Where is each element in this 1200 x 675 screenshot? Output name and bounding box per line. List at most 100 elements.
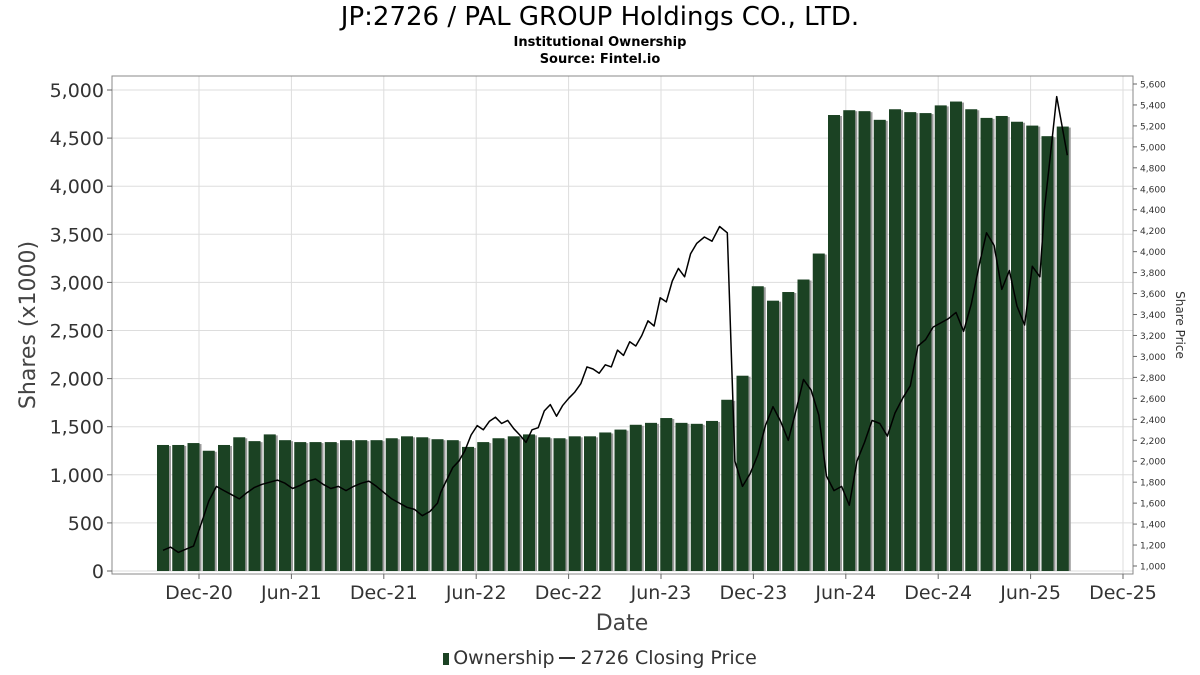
y2-tick-label: 3,000: [1140, 353, 1166, 363]
x-tick-label: Dec-23: [719, 582, 787, 604]
y2-tick-label: 2,800: [1140, 374, 1166, 384]
y2-tick-label: 2,600: [1140, 395, 1166, 405]
ownership-bar: [828, 115, 840, 572]
ownership-bar: [629, 424, 642, 571]
y2-tick-label: 5,400: [1140, 101, 1166, 111]
y2-tick-label: 2,400: [1140, 416, 1166, 426]
legend-ownership-label: Ownership: [453, 647, 555, 669]
y-tick-label: 4,500: [50, 128, 104, 150]
x-tick-label: Dec-22: [535, 582, 603, 604]
ownership-bar: [904, 112, 917, 571]
y-axis: 0 500 1,000 1,500 2,000 2,500 3,000 3,500 4,000 4…: [50, 80, 112, 583]
ownership-bar: [1011, 121, 1023, 571]
ownership-bar: [675, 422, 688, 571]
chart-source: Source: Fintel.io: [539, 52, 661, 67]
ownership-bar: [233, 437, 246, 571]
y2-tick-label: 2,200: [1140, 437, 1166, 447]
y2-tick-label: 1,800: [1140, 479, 1166, 489]
ownership-bar: [873, 119, 886, 572]
ownership-bar: [263, 434, 276, 571]
ownership-bar: [507, 436, 520, 571]
y2-tick-label: 2,000: [1140, 458, 1166, 468]
y2-tick-label: 3,400: [1140, 311, 1166, 321]
ownership-bar: [492, 438, 505, 571]
y2-tick-label: 4,600: [1140, 185, 1166, 195]
ownership-bar: [751, 286, 764, 571]
ownership-bar: [309, 442, 322, 571]
ownership-bar: [446, 440, 459, 571]
x-axis: Dec-20 Jun-21 Dec-21 Jun-22 Dec-22 Jun-23 Dec-…: [165, 574, 1157, 604]
ownership-bar: [980, 117, 993, 571]
x-tick-label: Dec-21: [350, 582, 418, 604]
legend-price-label: 2726 Closing Price: [580, 647, 757, 669]
ownership-bar: [172, 444, 185, 571]
y-tick-label: 1,500: [50, 417, 104, 439]
y-axis-label: Shares (x1000): [16, 241, 41, 409]
ownership-bar: [218, 444, 230, 571]
ownership-bar: [736, 375, 749, 571]
ownership-bar: [995, 115, 1008, 571]
y2-tick-label: 4,000: [1140, 248, 1166, 258]
x-tick-label: Jun-22: [445, 582, 507, 604]
ownership-bar: [187, 443, 200, 571]
y2-tick-label: 1,000: [1140, 563, 1166, 573]
ownership-bar: [706, 420, 718, 571]
ownership-bar: [950, 101, 962, 571]
x-axis-label: Date: [596, 611, 649, 636]
y2-tick-label: 3,200: [1140, 332, 1166, 342]
y-tick-label: 3,500: [50, 224, 104, 246]
ownership-bar: [690, 423, 703, 571]
y2-tick-label: 1,600: [1140, 500, 1166, 510]
ownership-bar: [355, 440, 368, 571]
ownership-bar: [1056, 126, 1069, 571]
x-tick-label: Dec-24: [904, 582, 972, 604]
ownership-bar: [324, 442, 337, 571]
ownership-bar: [645, 422, 657, 571]
ownership-bar: [279, 440, 291, 571]
y2-tick-label: 3,600: [1140, 290, 1166, 300]
legend-ownership-swatch: [443, 653, 450, 665]
ownership-bar: [523, 434, 535, 571]
y-tick-label: 0: [92, 561, 104, 583]
ownership-bar: [370, 440, 383, 571]
ownership-bar: [553, 438, 566, 571]
ownership-bar: [965, 109, 978, 572]
ownership-bar: [812, 253, 825, 572]
ownership-bar: [416, 437, 429, 571]
y-tick-label: 2,500: [50, 321, 104, 343]
ownership-bar: [401, 436, 413, 571]
ownership-bar: [385, 438, 398, 571]
ownership-bar: [934, 105, 947, 571]
ownership-bar: [843, 110, 856, 572]
ownership-bar: [889, 109, 901, 572]
y-tick-label: 2,000: [50, 369, 104, 391]
bars-layer: [157, 101, 1071, 572]
y-tick-label: 4,000: [50, 176, 104, 198]
ownership-bar: [858, 111, 871, 571]
ownership-bar: [294, 442, 307, 571]
y-tick-label: 5,000: [50, 80, 104, 102]
y-tick-label: 500: [68, 513, 104, 535]
ownership-bar: [477, 442, 490, 571]
ownership-bar: [462, 446, 474, 571]
legend-price-swatch: [558, 657, 575, 659]
price-line-layer: [162, 95, 1069, 554]
y2-tick-label: 5,200: [1140, 122, 1166, 132]
ownership-bar: [431, 439, 444, 571]
legend: Ownership 2726 Closing Price: [0, 647, 1200, 669]
price-line: [162, 95, 1069, 554]
y2-tick-label: 4,400: [1140, 206, 1166, 216]
x-tick-label: Jun-23: [630, 582, 692, 604]
ownership-bar: [340, 440, 352, 571]
x-tick-label: Dec-25: [1089, 582, 1157, 604]
y2-tick-label: 5,600: [1140, 81, 1166, 91]
y2-axis-label: Share Price: [1173, 291, 1187, 359]
ownership-bar: [599, 432, 612, 571]
y2-axis: 1,000 1,200 1,400 1,600 1,800 2,000 2,200 2,400…: [1133, 81, 1166, 573]
ownership-bar: [797, 279, 810, 571]
y-tick-label: 3,000: [50, 272, 104, 294]
ownership-bar: [782, 292, 795, 571]
y2-tick-label: 1,200: [1140, 542, 1166, 552]
plot-frame: [111, 75, 1134, 575]
